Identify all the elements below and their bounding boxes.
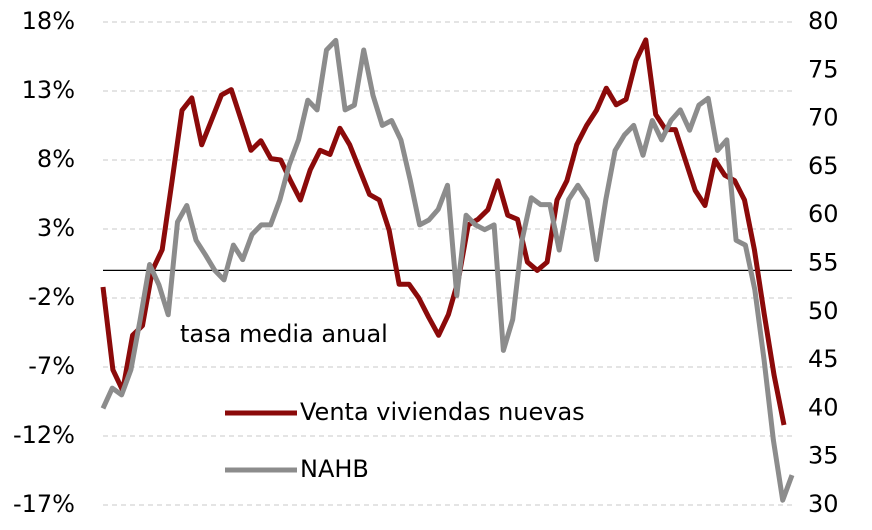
y2-tick-label: 45 <box>808 345 839 373</box>
y2-tick-label: 30 <box>808 490 839 518</box>
y2-tick-label: 50 <box>808 297 839 325</box>
y-tick-label: -12% <box>13 421 75 449</box>
legend-label: NAHB <box>300 455 369 483</box>
y2-tick-label: 75 <box>808 55 839 83</box>
series-line <box>100 37 787 426</box>
y2-tick-label: 80 <box>808 7 839 35</box>
y2-tick-label: 35 <box>808 442 839 470</box>
legend-label: Venta viviendas nuevas <box>300 398 585 426</box>
y-tick-label: 8% <box>37 145 75 173</box>
y2-tick-label: 70 <box>808 104 839 132</box>
y2-tick-label: 55 <box>808 249 839 277</box>
annotation: tasa media anual <box>180 320 388 348</box>
y-tick-label: 13% <box>22 76 75 104</box>
y-tick-label: -17% <box>13 490 75 518</box>
y2-tick-label: 65 <box>808 152 839 180</box>
y-tick-label: 18% <box>22 7 75 35</box>
series-line <box>100 37 795 503</box>
y-tick-label: 3% <box>37 214 75 242</box>
y-tick-label: -7% <box>28 352 75 380</box>
y-tick-label: -2% <box>28 283 75 311</box>
y2-tick-label: 40 <box>808 393 839 421</box>
y2-tick-label: 60 <box>808 200 839 228</box>
